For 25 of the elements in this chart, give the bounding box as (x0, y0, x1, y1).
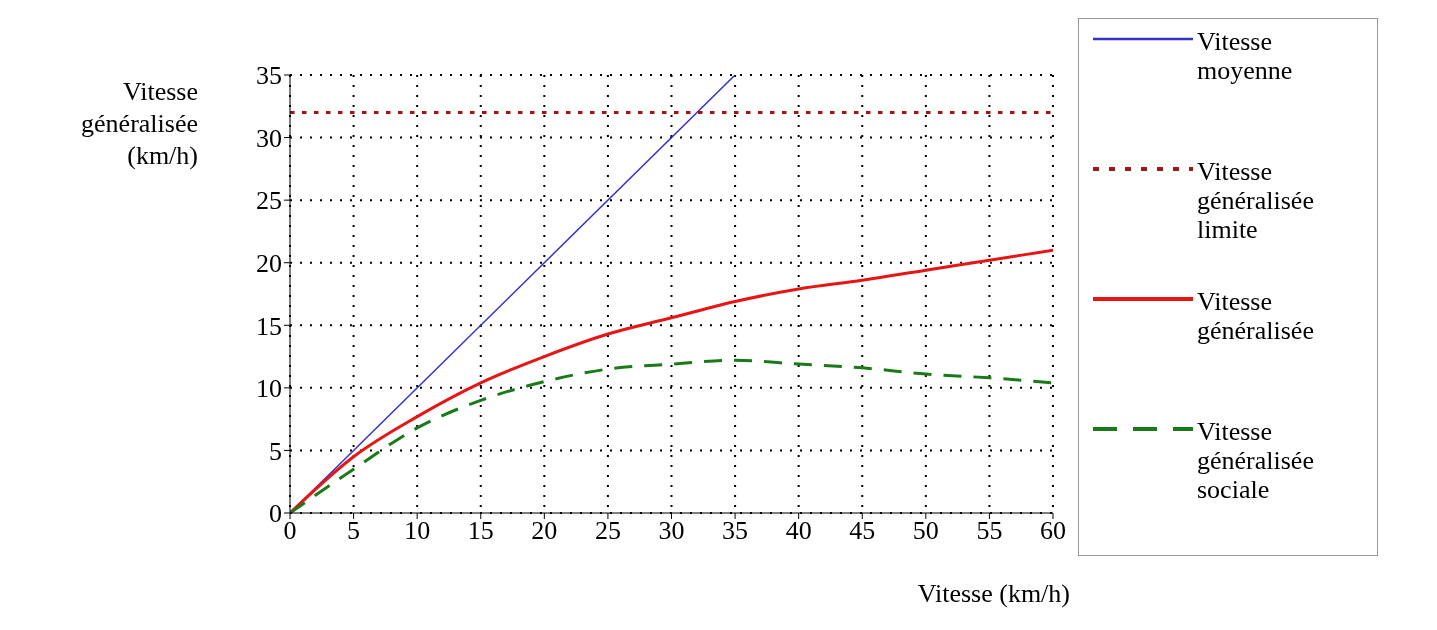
legend-label: Vitesse généralisée (1197, 287, 1315, 345)
y-tick-label: 25 (256, 186, 282, 216)
x-axis-title: Vitesse (km/h) (916, 579, 1071, 609)
x-tick-label: 35 (722, 516, 749, 546)
x-tick-label: 15 (467, 516, 494, 546)
y-tick-label: 5 (269, 436, 282, 466)
x-tick-label: 50 (912, 516, 939, 546)
x-tick-label: 25 (594, 516, 621, 546)
x-tick-label: 10 (404, 516, 431, 546)
legend-label: Vitesse généralisée limite (1197, 157, 1315, 244)
x-tick-label: 40 (785, 516, 812, 546)
x-tick-label: 45 (849, 516, 876, 546)
y-tick-label: 15 (256, 311, 282, 341)
x-tick-label: 5 (347, 516, 361, 546)
y-tick-label: 20 (256, 248, 282, 278)
y-tick-label: 35 (256, 61, 282, 91)
x-tick-label: 20 (531, 516, 558, 546)
legend-label: Vitesse généralisée sociale (1197, 417, 1315, 504)
x-tick-label: 55 (976, 516, 1003, 546)
y-tick-label: 10 (256, 374, 282, 404)
legend-label: Vitesse moyenne (1197, 27, 1294, 85)
y-tick-label: 30 (256, 123, 282, 153)
y-axis-title: Vitesse généralisée (km/h) (80, 76, 198, 172)
x-tick-label: 60 (1040, 516, 1066, 546)
x-tick-label: 30 (658, 516, 685, 546)
